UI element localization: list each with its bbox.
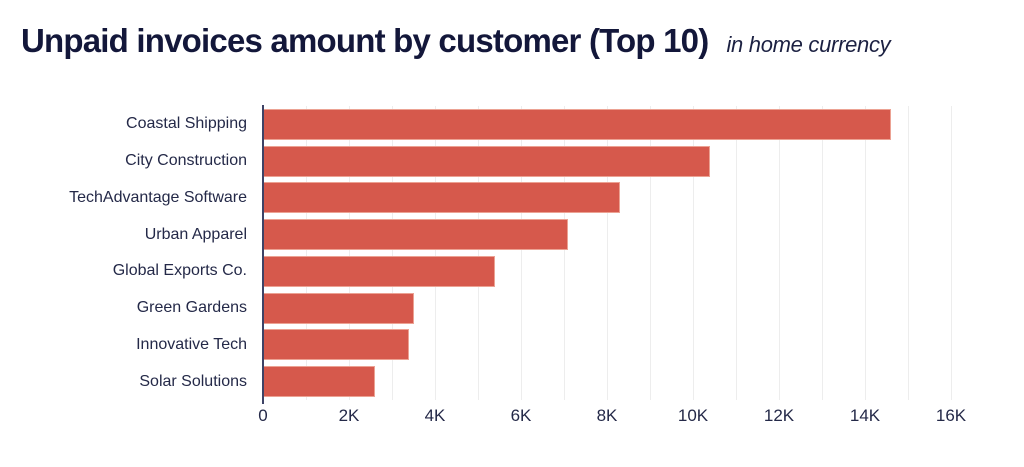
gridline xyxy=(649,106,651,400)
gridline xyxy=(434,106,436,400)
y-axis-label: Innovative Tech xyxy=(136,335,247,353)
plot-area xyxy=(262,105,952,404)
x-tick-label: 6K xyxy=(510,406,532,425)
chart-header: Unpaid invoices amount by customer (Top … xyxy=(21,22,891,60)
y-axis-label: Solar Solutions xyxy=(139,372,247,390)
y-axis-line xyxy=(262,105,264,404)
bar-urban-apparel[interactable] xyxy=(263,219,569,251)
gridline xyxy=(606,106,608,400)
gridline xyxy=(520,106,522,400)
x-axis: 0 2K 4K 6K 8K 10K 12K 14K 16K xyxy=(258,406,966,430)
gridline xyxy=(348,106,350,400)
chart-title: Unpaid invoices amount by customer (Top … xyxy=(21,22,709,59)
x-tick-label: 2K xyxy=(338,406,360,425)
gridline xyxy=(477,106,479,400)
x-tick-label: 14K xyxy=(849,406,881,425)
gridline xyxy=(864,106,866,400)
gridline xyxy=(821,106,823,400)
gridline xyxy=(563,106,565,400)
y-axis-label: Urban Apparel xyxy=(144,225,247,243)
y-axis-label: Green Gardens xyxy=(136,299,247,317)
x-tick-label: 12K xyxy=(763,406,795,425)
gridline xyxy=(778,106,780,400)
gridline xyxy=(391,106,393,400)
x-tick-label: 0 xyxy=(258,406,268,425)
gridline xyxy=(692,106,694,400)
bar-city-construction[interactable] xyxy=(263,145,711,177)
y-axis-label: TechAdvantage Software xyxy=(69,188,247,206)
bar-solar-solutions[interactable] xyxy=(263,366,375,398)
gridline xyxy=(950,106,952,400)
x-tick-label: 10K xyxy=(677,406,709,425)
x-tick-label: 4K xyxy=(424,406,446,425)
bar-coastal-shipping[interactable] xyxy=(263,108,891,140)
x-tick-label: 8K xyxy=(596,406,618,425)
y-axis-label: Coastal Shipping xyxy=(126,115,247,133)
bar-innovative-tech[interactable] xyxy=(263,329,410,361)
bar-green-gardens[interactable] xyxy=(263,292,414,324)
gridline xyxy=(305,106,307,400)
bar-techadvantage-software[interactable] xyxy=(263,182,620,214)
gridline xyxy=(735,106,737,400)
y-axis-label: City Construction xyxy=(125,152,247,170)
y-axis-labels: Coastal Shipping City Construction TechAdv… xyxy=(0,106,263,400)
chart-subtitle: in home currency xyxy=(726,32,891,57)
x-tick-label: 16K xyxy=(935,406,967,425)
y-axis-label: Global Exports Co. xyxy=(112,262,247,280)
bar-global-exports-co-[interactable] xyxy=(263,255,496,287)
gridline xyxy=(907,106,909,400)
